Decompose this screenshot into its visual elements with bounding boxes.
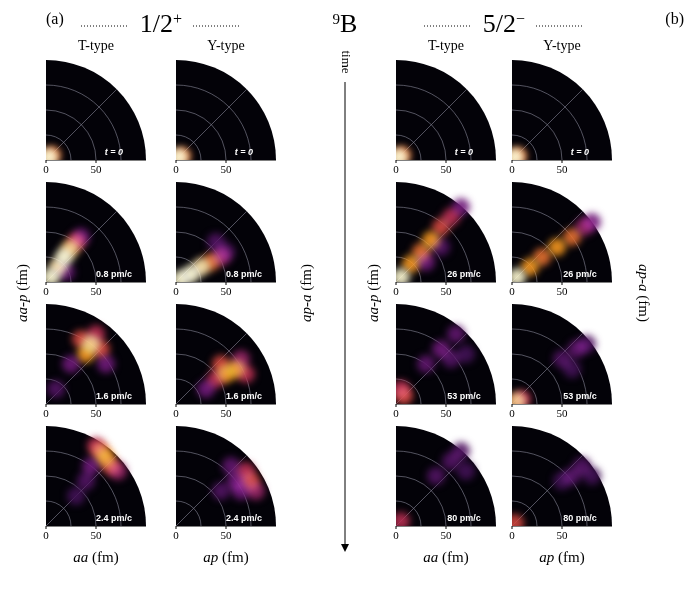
svg-text:0: 0 xyxy=(393,163,399,175)
svg-text:50: 50 xyxy=(557,529,569,541)
svg-text:9B: 9B xyxy=(333,9,358,38)
svg-text:0: 0 xyxy=(393,407,399,419)
svg-text:50: 50 xyxy=(91,407,103,419)
svg-text:1/2+: 1/2+ xyxy=(140,9,182,38)
svg-text:2.4 pm/c: 2.4 pm/c xyxy=(96,513,132,523)
svg-text:0: 0 xyxy=(393,529,399,541)
svg-text:0.8 pm/c: 0.8 pm/c xyxy=(226,269,262,279)
svg-text:50: 50 xyxy=(441,529,453,541)
svg-text:26 pm/c: 26 pm/c xyxy=(563,269,597,279)
svg-text:ap (fm): ap (fm) xyxy=(539,549,584,566)
svg-text:53 pm/c: 53 pm/c xyxy=(563,391,597,401)
svg-text:80 pm/c: 80 pm/c xyxy=(447,513,481,523)
svg-text:1.6 pm/c: 1.6 pm/c xyxy=(226,391,262,401)
svg-text:53 pm/c: 53 pm/c xyxy=(447,391,481,401)
svg-text:0: 0 xyxy=(509,529,515,541)
svg-text:0.8 pm/c: 0.8 pm/c xyxy=(96,269,132,279)
svg-text:time: time xyxy=(339,50,354,73)
svg-text:t = 0: t = 0 xyxy=(105,147,123,157)
svg-text:0: 0 xyxy=(509,285,515,297)
svg-text:T-type: T-type xyxy=(78,38,114,53)
svg-text:50: 50 xyxy=(441,163,453,175)
svg-text:50: 50 xyxy=(221,285,233,297)
svg-text:2.4 pm/c: 2.4 pm/c xyxy=(226,513,262,523)
svg-text:0: 0 xyxy=(43,407,49,419)
svg-text:T-type: T-type xyxy=(428,38,464,53)
svg-text:t = 0: t = 0 xyxy=(455,147,473,157)
svg-text:0: 0 xyxy=(43,529,49,541)
svg-text:80 pm/c: 80 pm/c xyxy=(563,513,597,523)
svg-text:ap-a (fm): ap-a (fm) xyxy=(298,264,315,322)
svg-text:0: 0 xyxy=(173,407,179,419)
svg-text:50: 50 xyxy=(557,285,569,297)
svg-text:50: 50 xyxy=(557,163,569,175)
svg-text:0: 0 xyxy=(173,529,179,541)
svg-text:(a): (a) xyxy=(46,10,64,28)
svg-text:1.6 pm/c: 1.6 pm/c xyxy=(96,391,132,401)
svg-text:0: 0 xyxy=(393,285,399,297)
svg-text:0: 0 xyxy=(173,163,179,175)
svg-text:Y-type: Y-type xyxy=(543,38,580,53)
svg-text:0: 0 xyxy=(509,163,515,175)
svg-text:0: 0 xyxy=(509,407,515,419)
svg-text:(b): (b) xyxy=(665,10,684,28)
svg-text:50: 50 xyxy=(441,407,453,419)
svg-text:50: 50 xyxy=(221,529,233,541)
svg-text:5/2−: 5/2− xyxy=(483,9,525,38)
svg-text:50: 50 xyxy=(221,407,233,419)
svg-text:0: 0 xyxy=(43,285,49,297)
svg-text:0: 0 xyxy=(173,285,179,297)
svg-text:50: 50 xyxy=(221,163,233,175)
svg-text:aa (fm): aa (fm) xyxy=(73,549,118,566)
svg-text:aa (fm): aa (fm) xyxy=(423,549,468,566)
svg-text:aa-p (fm): aa-p (fm) xyxy=(365,264,382,322)
svg-text:50: 50 xyxy=(91,285,103,297)
svg-text:26 pm/c: 26 pm/c xyxy=(447,269,481,279)
svg-text:50: 50 xyxy=(91,163,103,175)
svg-text:t = 0: t = 0 xyxy=(235,147,253,157)
svg-text:50: 50 xyxy=(557,407,569,419)
svg-text:0: 0 xyxy=(43,163,49,175)
svg-text:aa-p (fm): aa-p (fm) xyxy=(14,264,31,322)
svg-text:50: 50 xyxy=(441,285,453,297)
svg-text:t = 0: t = 0 xyxy=(571,147,589,157)
svg-text:ap (fm): ap (fm) xyxy=(203,549,248,566)
svg-text:Y-type: Y-type xyxy=(207,38,244,53)
svg-text:50: 50 xyxy=(91,529,103,541)
svg-text:ap-a (fm): ap-a (fm) xyxy=(635,264,652,322)
